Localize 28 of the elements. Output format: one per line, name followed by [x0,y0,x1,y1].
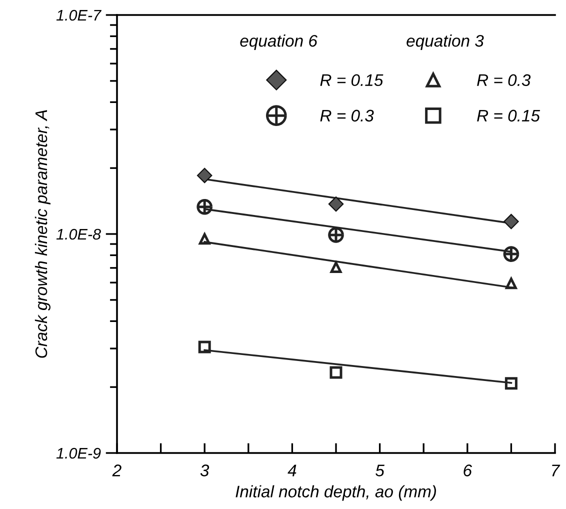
x-tick-label: 7 [552,464,560,476]
x-axis-title: Initial notch depth, ao (mm) [236,485,436,501]
point [504,377,518,390]
legend-label: R = 0.15 [320,74,384,86]
point [198,340,211,354]
point [330,262,342,273]
point [196,168,212,184]
y-tick-label: 1.0E-9 [56,448,101,459]
x-tick-label: 3 [200,464,210,476]
x-tick-label: 4 [288,464,296,476]
x-tick-label: 6 [464,464,472,476]
point [504,214,519,230]
y-tick-label: 1.0E-7 [56,10,102,21]
y-tick-label: 1.0E-8 [56,228,101,240]
point [506,278,517,290]
legend-label: R = 0.15 [477,110,540,122]
x-tick-label: 5 [376,464,384,476]
legend-label: R = 0.3 [320,110,374,122]
legend-label: R = 0.3 [477,74,531,86]
annotation: equation 6 [240,34,318,50]
x-tick-label: 2 [112,464,122,476]
annotation: equation 3 [406,34,484,50]
point [330,366,342,379]
point [196,198,213,215]
point [328,196,344,212]
point [198,233,210,245]
y-axis-title: Crack growth kinetic parameter, A [34,110,50,358]
point [328,227,344,243]
